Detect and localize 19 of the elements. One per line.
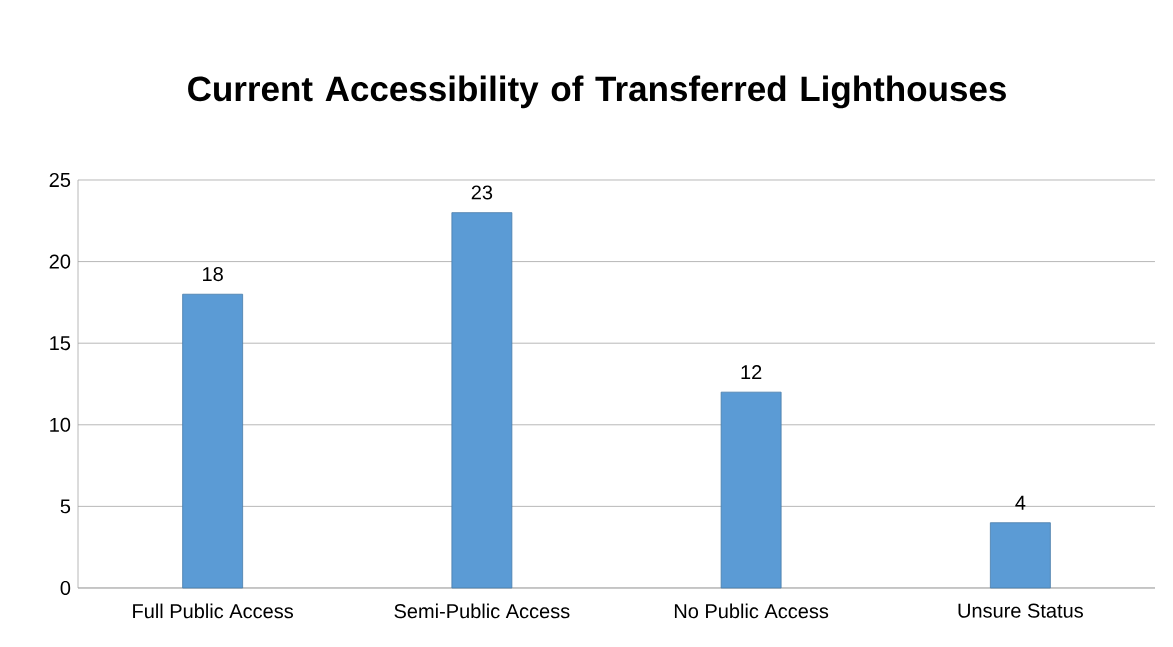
bar: [989, 522, 1051, 589]
x-tick-label: No Public Access: [674, 603, 829, 619]
x-tick-label: Unsure Status: [958, 603, 1083, 618]
bar: [451, 212, 513, 589]
bar: [182, 293, 244, 589]
bar: [720, 391, 782, 589]
data-label: 23: [471, 185, 493, 200]
y-tick-label: 0: [60, 580, 71, 596]
data-label: 18: [203, 267, 223, 282]
chart-title: Current Accessibility of Transferred Lighthouses: [188, 75, 1006, 109]
y-tick-label: 25: [49, 172, 71, 188]
y-tick-label: 20: [49, 254, 71, 269]
y-tick-label: 5: [60, 499, 71, 514]
y-tick-label: 15: [50, 336, 71, 351]
data-label: 4: [1015, 495, 1026, 510]
x-tick-label: Full Public Access: [133, 603, 294, 619]
y-tick-label: 10: [50, 417, 71, 432]
data-label: 12: [741, 365, 762, 380]
x-tick-label: Semi-Public Access: [394, 603, 570, 619]
